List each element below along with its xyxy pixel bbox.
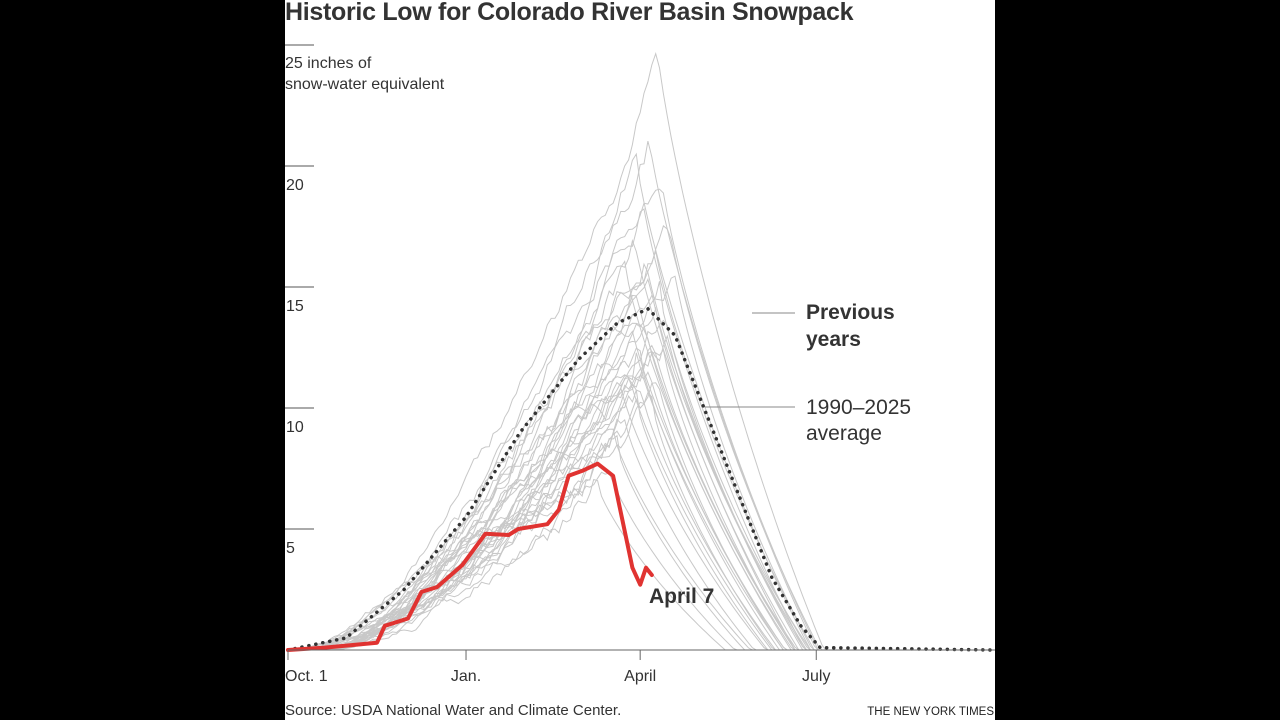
current-year-line [286,461,654,652]
y-axis-label-line-2: snow-water equivalent [285,76,445,93]
y-tick-label: 5 [286,540,295,557]
y-axis: 5 10 15 20 [285,44,314,557]
current-year-line-path [286,461,654,652]
y-tick-label: 10 [286,419,304,436]
average-line [286,307,995,652]
source-note: Source: USDA National Water and Climate … [285,702,622,719]
average-label-2: average [806,422,882,445]
y-axis-label-line-1: 25 inches of [285,55,372,72]
average-label-1: 1990–2025 [806,396,911,419]
x-tick-label: Jan. [451,668,481,685]
y-tick-label: 20 [286,177,304,194]
previous-years-label-2: years [806,328,861,351]
previous-year-line [288,334,993,651]
previous-years-lines [288,51,993,651]
x-tick-label: July [802,668,830,685]
x-tick-label: April [624,668,656,685]
average-line-path [286,307,995,652]
current-year-label: April 7 [649,585,714,608]
previous-years-label-1: Previous [806,301,895,324]
x-tick-label: Oct. 1 [285,668,328,685]
x-axis: Oct. 1 Jan. April July [285,649,995,685]
chart-title: Historic Low for Colorado River Basin Sn… [285,0,854,26]
y-tick-label: 15 [286,298,304,315]
credit: THE NEW YORK TIMES [867,706,994,718]
